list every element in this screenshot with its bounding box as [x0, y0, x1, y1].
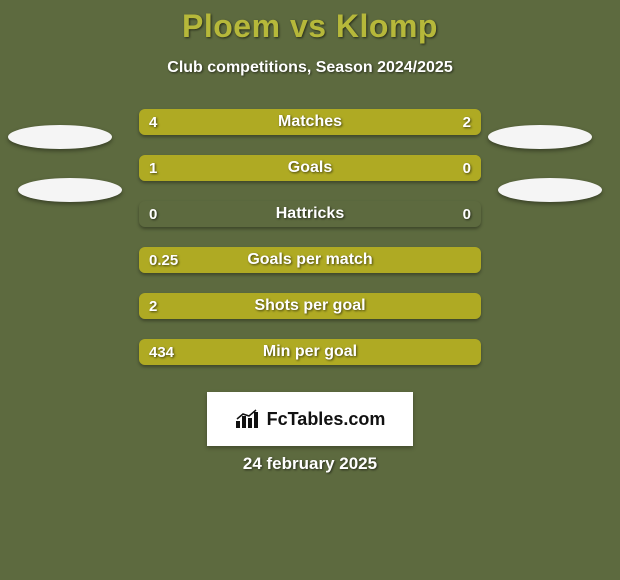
metric-row: Hattricks00 — [139, 201, 481, 227]
metric-bar-left — [139, 293, 481, 319]
metric-bar-right — [440, 155, 481, 181]
chart-icon — [235, 409, 261, 429]
footer-date: 24 february 2025 — [0, 454, 620, 474]
player-right-name: Klomp — [336, 8, 438, 44]
player-left-name: Ploem — [182, 8, 281, 44]
player-right-avatar-2 — [498, 178, 602, 202]
metric-bar-left — [139, 155, 481, 181]
metric-bar-left — [139, 247, 481, 273]
page-title: Ploem vs Klomp — [0, 0, 620, 45]
metric-row: Goals per match0.25 — [139, 247, 481, 273]
player-left-avatar-2 — [18, 178, 122, 202]
metric-row: Matches42 — [139, 109, 481, 135]
metric-bar-track — [139, 109, 481, 135]
fctables-logo: FcTables.com — [207, 392, 413, 446]
metric-row: Min per goal434 — [139, 339, 481, 365]
player-left-avatar-1 — [8, 125, 112, 149]
metric-bar-track — [139, 201, 481, 227]
logo-text: FcTables.com — [267, 409, 386, 430]
metric-row: Goals10 — [139, 155, 481, 181]
metric-bar-left — [139, 339, 481, 365]
metric-bar-right — [367, 109, 481, 135]
metric-bar-track — [139, 155, 481, 181]
metric-row: Shots per goal2 — [139, 293, 481, 319]
metric-bar-track — [139, 339, 481, 365]
metric-bar-track — [139, 293, 481, 319]
metric-bar-left — [139, 109, 367, 135]
player-right-avatar-1 — [488, 125, 592, 149]
metric-bar-track — [139, 247, 481, 273]
vs-separator: vs — [290, 8, 327, 44]
comparison-infographic: Ploem vs Klomp Club competitions, Season… — [0, 0, 620, 580]
subtitle: Club competitions, Season 2024/2025 — [0, 59, 620, 77]
